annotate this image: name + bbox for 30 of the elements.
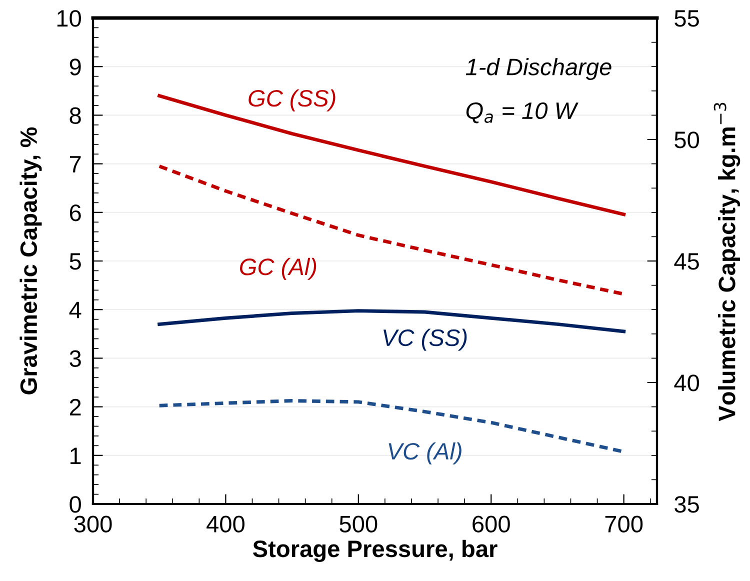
y-tick-label: 4 [69, 302, 82, 318]
y2-tick-label: 40 [674, 374, 700, 392]
series-label: VC (Al) [388, 442, 462, 464]
y-tick-label: 6 [70, 204, 81, 222]
y-tick-label: 3 [70, 350, 81, 367]
x-tick-label: 600 [472, 516, 510, 532]
y2-axis-title: Volumetric Capacity, kg.m$^{−3}$ [714, 102, 740, 422]
x-tick-label: 500 [340, 516, 378, 532]
annotation: Q$_{a}$ = 10 W [466, 102, 578, 124]
y-axis-title: Gravimetric Capacity, % [20, 127, 42, 394]
series-label: VC (SS) [384, 328, 467, 351]
y2-tick-label: 35 [674, 496, 699, 513]
y-tick-label: 0 [70, 496, 81, 513]
y-tick-label: 10 [57, 10, 81, 27]
x-tick-label: 700 [605, 516, 643, 532]
series-label: GC (SS) [248, 89, 336, 112]
y-tick-label: 7 [70, 156, 81, 172]
y-tick-label: 8 [70, 107, 81, 124]
y-tick-label: 2 [70, 398, 81, 416]
x-tick-label: 300 [74, 516, 112, 532]
x-axis-title: Storage Pressure, bar [252, 540, 498, 562]
annotation: 1-d Discharge [466, 58, 612, 80]
series-label: GC (Al) [240, 258, 316, 280]
x-tick-label: 400 [206, 516, 244, 532]
y-tick-label: 9 [70, 58, 81, 76]
y2-tick-label: 55 [674, 10, 699, 27]
y2-tick-label: 45 [674, 253, 699, 270]
y2-tick-label: 50 [674, 132, 700, 148]
y-tick-label: 1 [70, 448, 81, 464]
y-tick-label: 5 [70, 253, 81, 270]
